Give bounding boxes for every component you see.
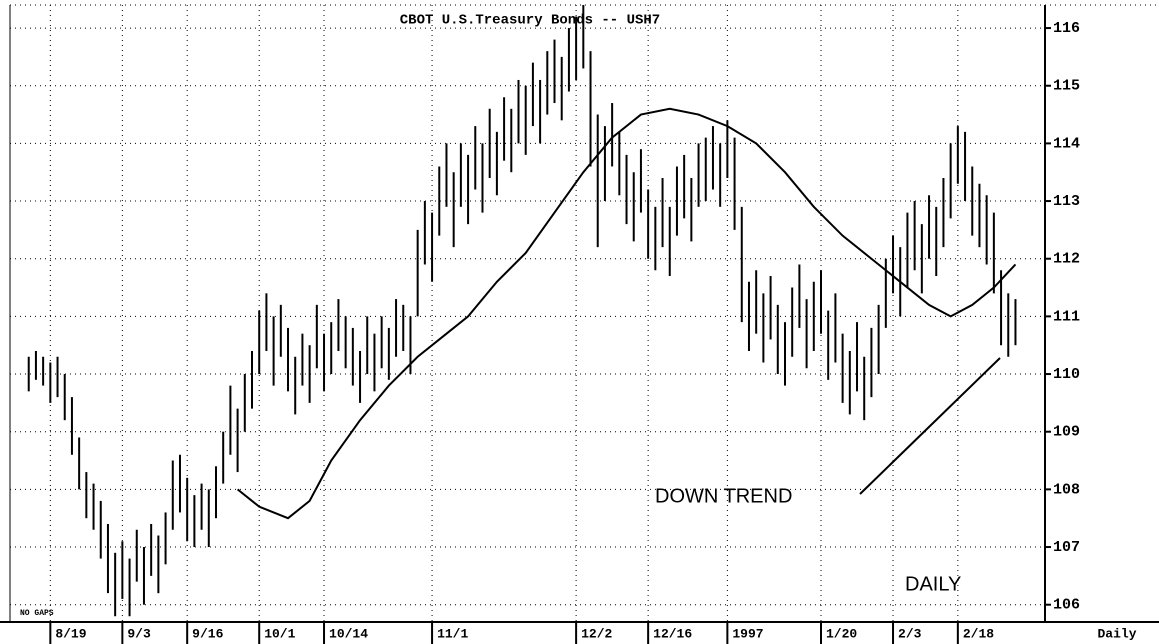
- y-tick-label: 109: [1053, 424, 1080, 441]
- y-tick-label: 108: [1053, 481, 1080, 498]
- x-tick-label: 8/19: [55, 626, 86, 641]
- x-tick-label: 2/3: [898, 626, 922, 641]
- annotation-down-trend: DOWN TREND: [655, 485, 792, 507]
- x-tick-label: 1997: [732, 626, 763, 641]
- y-tick-label: 112: [1053, 251, 1080, 268]
- x-tick-label: 10/1: [264, 626, 295, 641]
- y-tick-label: 116: [1053, 20, 1080, 37]
- x-tick-label: 9/3: [127, 626, 151, 641]
- x-tick-label: 1/20: [826, 626, 857, 641]
- chart-title: CBOT U.S.Treasury Bonds -- USH7: [400, 13, 660, 29]
- x-tick-label: 12/16: [653, 626, 692, 641]
- x-tick-label: 10/14: [329, 626, 368, 641]
- y-tick-label: 114: [1053, 135, 1080, 152]
- x-tick-label: 12/2: [581, 626, 612, 641]
- x-tick-label: 11/1: [437, 626, 468, 641]
- trend-pointer: [859, 357, 1001, 495]
- y-tick-label: 113: [1053, 193, 1080, 210]
- y-tick-label: 115: [1053, 78, 1080, 95]
- x-tick-label: 2/18: [963, 626, 994, 641]
- moving-average: [236, 107, 1017, 520]
- x-axis-label: Daily: [1097, 626, 1136, 641]
- y-tick-label: 111: [1053, 308, 1080, 325]
- y-tick-label: 106: [1053, 597, 1080, 614]
- x-tick-label: 9/16: [192, 626, 223, 641]
- y-tick-label: 110: [1053, 366, 1080, 383]
- y-tick-label: 107: [1053, 539, 1080, 556]
- annotation-daily: DAILY: [905, 573, 961, 595]
- annotation-no-gaps: NO GAPS: [20, 609, 54, 618]
